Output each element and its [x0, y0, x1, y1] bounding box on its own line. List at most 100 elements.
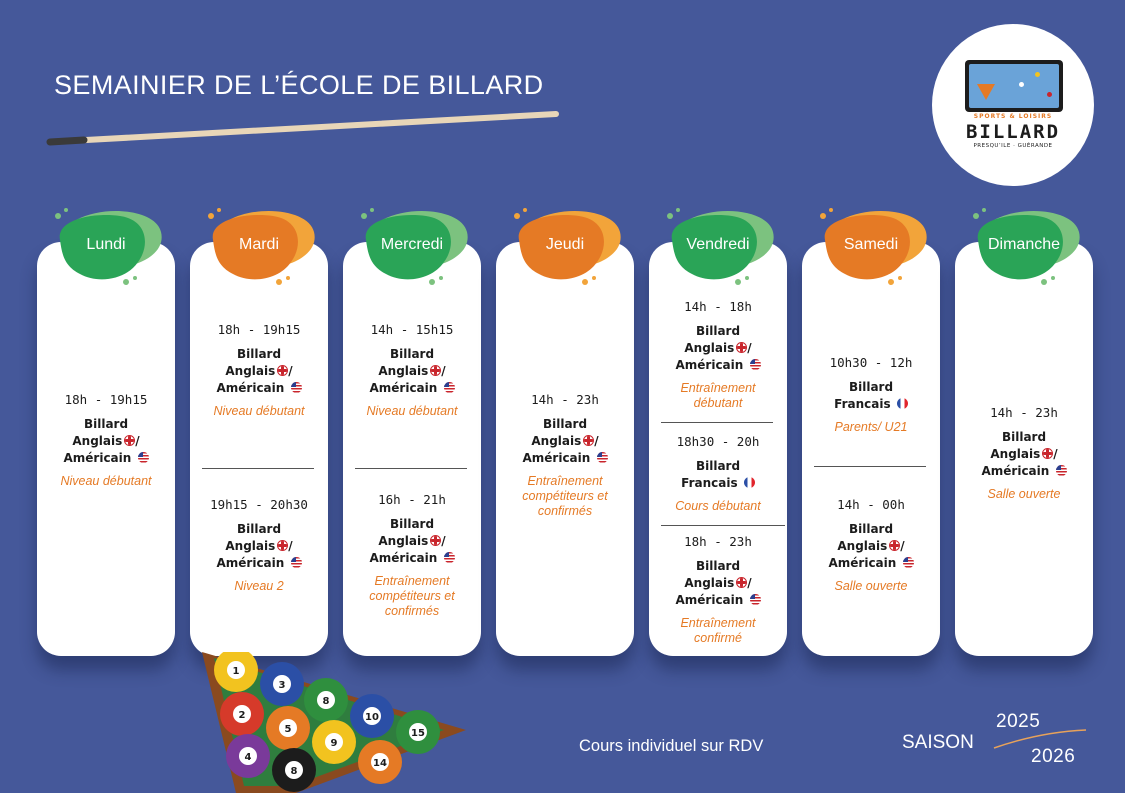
activity-line: Américain — [675, 593, 744, 607]
day-column-mardi: Mardi 18h - 19h15 Billard Anglais / Américain… — [190, 208, 328, 656]
pool-ball-number: 1 — [233, 666, 240, 677]
pool-ball: 1 — [214, 652, 258, 692]
us-flag-icon — [596, 452, 608, 463]
activity-line: Américain — [828, 556, 897, 570]
billiard-rack-icon: 1 3 8 2 5 10 4 9 15 8 14 — [202, 652, 466, 793]
pool-ball: 8 — [304, 678, 348, 722]
activity-line: Anglais — [378, 534, 429, 548]
time-slot: 18h30 - 20h Billard Francais Cours débutan… — [649, 434, 787, 514]
day-column-vendredi: Vendredi 14h - 18h Billard Anglais / Américai… — [649, 208, 787, 656]
slot-level-note: Entraînement compétiteurs et confirmés — [369, 574, 455, 618]
time-slot: 18h - 19h15 Billard Anglais / Américain Nive… — [37, 392, 175, 489]
pool-ball: 3 — [260, 662, 304, 706]
activity-line: Billard — [848, 380, 894, 394]
slot-time: 14h - 23h — [990, 405, 1058, 420]
day-name: Vendredi — [686, 236, 750, 253]
pool-ball: 2 — [220, 692, 264, 736]
us-flag-icon — [137, 452, 149, 463]
uk-flag-icon — [889, 540, 901, 551]
time-slot: 18h - 19h15 Billard Anglais / Américain Nive… — [190, 322, 328, 419]
pool-ball-number: 4 — [245, 752, 252, 763]
pool-ball: 14 — [358, 740, 402, 784]
france-flag-icon — [743, 477, 755, 488]
activity-line: Anglais — [225, 364, 276, 378]
us-flag-icon — [443, 382, 455, 393]
day-column-dimanche: Dimanche 14h - 23h Billard Anglais / Américai… — [955, 208, 1093, 656]
season-year-end: 2026 — [1031, 746, 1076, 767]
slot-time: 14h - 18h — [684, 299, 752, 314]
slot-time: 14h - 23h — [531, 392, 599, 407]
slot-level-note: Cours débutant — [675, 499, 761, 513]
uk-flag-icon — [430, 365, 442, 376]
pool-ball-number: 10 — [365, 712, 379, 723]
pool-ball-number: 2 — [239, 710, 246, 721]
billiard-table-icon — [965, 60, 1063, 112]
season-label: SAISON — [902, 732, 974, 753]
slot-activity: Billard Anglais / Américain — [343, 516, 481, 567]
slot-time: 18h - 19h15 — [64, 392, 148, 407]
day-column-jeudi: Jeudi 14h - 23h Billard Anglais / Américain E… — [496, 208, 634, 656]
uk-flag-icon — [736, 577, 748, 588]
slot-level-note: Parents/ U21 — [834, 420, 908, 434]
slot-level-note: Niveau débutant — [213, 404, 305, 418]
slot-time: 18h - 19h15 — [217, 322, 301, 337]
pool-ball-number: 3 — [279, 680, 286, 691]
day-column-samedi: Samedi 10h30 - 12h Billard Francais Parents… — [802, 208, 940, 656]
activity-line: Anglais — [225, 539, 276, 553]
slot-activity: Billard Anglais / Américain — [343, 346, 481, 397]
us-flag-icon — [290, 557, 302, 568]
logo-location: PRESQU’ILE · GUÉRANDE — [973, 143, 1053, 149]
activity-line: Billard — [83, 417, 129, 431]
slot-divider — [202, 468, 314, 469]
time-slot: 10h30 - 12h Billard Francais Parents/ U21 — [802, 355, 940, 435]
day-badge: Mercredi — [352, 206, 472, 294]
pool-ball-number: 5 — [285, 724, 292, 735]
season-year-start: 2025 — [996, 711, 1041, 732]
slot-activity: Billard Anglais / Américain — [955, 429, 1093, 480]
pool-ball: 10 — [350, 694, 394, 738]
activity-line: Anglais — [378, 364, 429, 378]
activity-line: Francais — [681, 476, 738, 490]
us-flag-icon — [290, 382, 302, 393]
slot-time: 18h - 23h — [684, 534, 752, 549]
pool-ball-number: 9 — [331, 738, 338, 749]
slot-activity: Billard Anglais / Américain — [649, 558, 787, 609]
pool-ball-number: 8 — [291, 766, 298, 777]
activity-line: Anglais — [684, 576, 735, 590]
time-slot: 14h - 00h Billard Anglais / Américain Salle … — [802, 497, 940, 594]
slot-activity: Billard Francais — [649, 458, 787, 492]
slot-level-note: Niveau débutant — [60, 474, 152, 488]
time-slot: 14h - 18h Billard Anglais / Américain Entraî… — [649, 299, 787, 411]
uk-flag-icon — [124, 435, 136, 446]
slot-activity: Billard Anglais / Américain — [190, 521, 328, 572]
activity-line: Américain — [369, 381, 438, 395]
activity-line: Billard — [848, 522, 894, 536]
us-flag-icon — [443, 552, 455, 563]
day-badge: Vendredi — [658, 206, 778, 294]
slot-level-note: Entraînement compétiteurs et confirmés — [522, 474, 608, 518]
day-badge: Mardi — [199, 206, 319, 294]
slot-activity: Billard Anglais / Américain — [802, 521, 940, 572]
uk-flag-icon — [277, 365, 289, 376]
us-flag-icon — [902, 557, 914, 568]
day-column-mercredi: Mercredi 14h - 15h15 Billard Anglais / Améric… — [343, 208, 481, 656]
pool-ball-number: 8 — [323, 696, 330, 707]
pool-ball-number: 14 — [373, 758, 387, 769]
time-slot: 14h - 15h15 Billard Anglais / Américain Nive… — [343, 322, 481, 419]
slot-divider — [814, 466, 926, 467]
activity-line: Anglais — [72, 434, 123, 448]
day-name: Samedi — [843, 236, 899, 253]
activity-line: Américain — [63, 451, 132, 465]
pool-ball: 4 — [226, 734, 270, 778]
pool-ball: 8 — [272, 748, 316, 792]
day-badge: Samedi — [811, 206, 931, 294]
activity-line: Anglais — [531, 434, 582, 448]
activity-line: Billard — [236, 347, 282, 361]
logo-name: BILLARD — [965, 121, 1061, 143]
time-slot: 19h15 - 20h30 Billard Anglais / Américain Ni… — [190, 497, 328, 594]
pool-ball: 15 — [396, 710, 440, 754]
activity-line: Anglais — [837, 539, 888, 553]
slot-time: 14h - 15h15 — [370, 322, 454, 337]
activity-line: Billard — [389, 517, 435, 531]
activity-line: Billard — [389, 347, 435, 361]
